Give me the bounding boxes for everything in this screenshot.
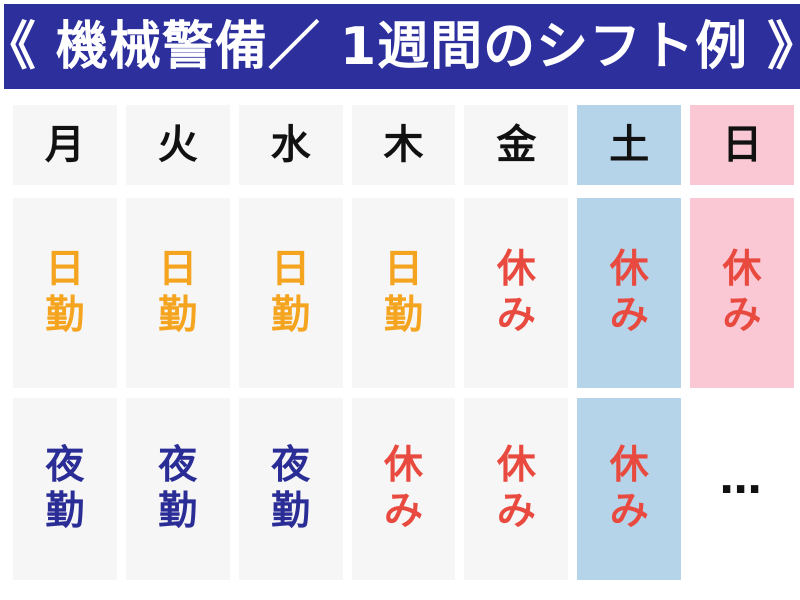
shift-cell-week1-tue: 日 勤 — [125, 198, 230, 388]
shift-text: 休 み — [496, 246, 536, 338]
shift-text: 休 み — [496, 442, 536, 534]
day-header-cell-wed: 水 — [238, 105, 343, 185]
shift-cell-week1-mon: 日 勤 — [13, 198, 117, 388]
day-header-cell-sun: 日 — [690, 105, 794, 185]
day-label-thu: 木 — [383, 122, 424, 168]
day-header-cell-tue: 火 — [125, 105, 230, 185]
shift-cell-week2-sat: 休 み — [577, 398, 682, 580]
shift-text: 日 勤 — [271, 246, 311, 338]
day-header-cell-mon: 月 — [13, 105, 117, 185]
shift-cell-week1-thu: 日 勤 — [351, 198, 456, 388]
day-label-sat: 土 — [609, 122, 650, 168]
day-header-cell-sat: 土 — [577, 105, 682, 185]
week1-row: 日 勤 日 勤 日 勤 日 勤 休 み 休 み 休 み — [13, 198, 794, 388]
shift-cell-week1-sun: 休 み — [690, 198, 794, 388]
shift-text: 夜 勤 — [158, 442, 198, 534]
day-label-mon: 月 — [44, 122, 85, 168]
shift-text: 休 み — [722, 246, 762, 338]
shift-text: 夜 勤 — [45, 442, 85, 534]
day-header-row: 月 火 水 木 金 土 日 — [13, 105, 794, 185]
title-band: 《 機械警備／ 1週間のシフト例 》 — [0, 4, 800, 89]
shift-text: 日 勤 — [158, 246, 198, 338]
shift-cell-week2-fri: 休 み — [464, 398, 569, 580]
day-header-cell-fri: 金 — [464, 105, 569, 185]
day-label-sun: 日 — [722, 122, 763, 168]
shift-text: 日 勤 — [45, 246, 85, 338]
shift-cell-week2-sun: … — [690, 398, 794, 580]
shift-cell-week1-sat: 休 み — [577, 198, 682, 388]
day-label-fri: 金 — [496, 122, 537, 168]
shift-text: 休 み — [609, 442, 649, 534]
day-label-wed: 水 — [270, 122, 311, 168]
day-header-cell-thu: 木 — [351, 105, 456, 185]
shift-text: 休 み — [383, 442, 423, 534]
page-title: 《 機械警備／ 1週間のシフト例 》 — [0, 16, 800, 77]
day-label-tue: 火 — [157, 122, 198, 168]
shift-text: 夜 勤 — [271, 442, 311, 534]
shift-table: 月 火 水 木 金 土 日 日 勤 日 勤 日 勤 日 勤 — [13, 105, 794, 580]
shift-cell-week2-wed: 夜 勤 — [238, 398, 343, 580]
more-indicator: … — [719, 454, 765, 503]
shift-text: 休 み — [609, 246, 649, 338]
week2-row: 夜 勤 夜 勤 夜 勤 休 み 休 み 休 み … — [13, 398, 794, 580]
shift-text: 日 勤 — [383, 246, 423, 338]
shift-cell-week2-mon: 夜 勤 — [13, 398, 117, 580]
shift-cell-week2-thu: 休 み — [351, 398, 456, 580]
shift-cell-week1-fri: 休 み — [464, 198, 569, 388]
shift-cell-week1-wed: 日 勤 — [238, 198, 343, 388]
shift-cell-week2-tue: 夜 勤 — [125, 398, 230, 580]
